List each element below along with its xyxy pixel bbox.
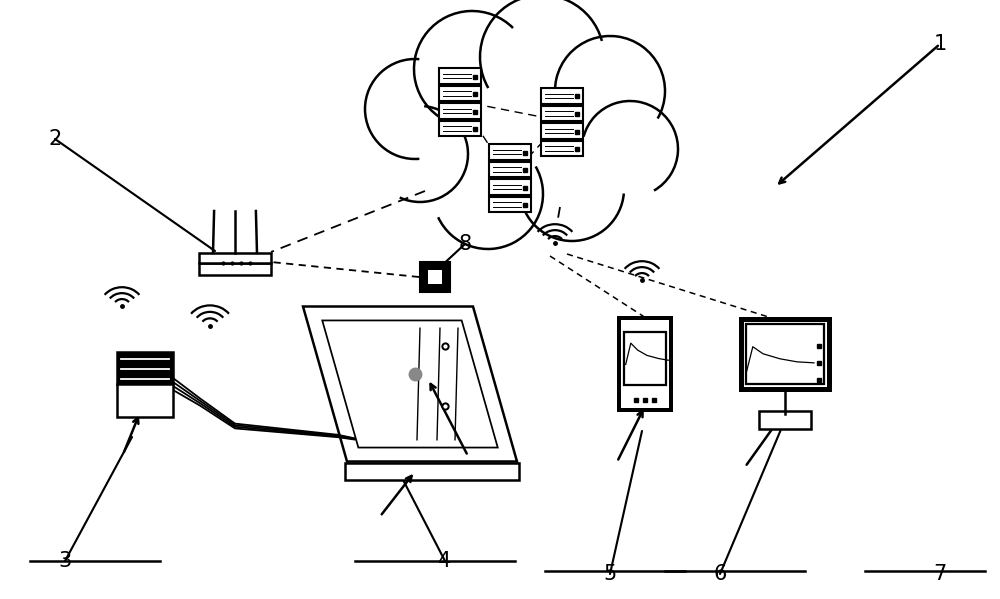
Bar [439, 121, 481, 136]
Text: 7: 7 [933, 564, 947, 584]
Bar [199, 253, 271, 263]
Bar [541, 123, 583, 138]
Bar [746, 324, 824, 384]
Bar [118, 352, 173, 384]
Bar [118, 384, 173, 416]
Bar [345, 462, 519, 480]
Bar [489, 197, 531, 212]
Text: 1: 1 [933, 34, 947, 54]
Bar [489, 144, 531, 159]
Bar [741, 319, 829, 389]
Bar [541, 141, 583, 156]
Text: 4: 4 [438, 551, 452, 571]
Bar [439, 104, 481, 119]
Bar [199, 263, 271, 275]
Text: 5: 5 [603, 564, 617, 584]
Bar [420, 262, 450, 292]
Bar [439, 68, 481, 83]
Text: 3: 3 [58, 551, 72, 571]
Bar [541, 106, 583, 121]
Text: 8: 8 [458, 234, 472, 254]
Bar [541, 89, 583, 104]
Bar [619, 318, 671, 410]
Bar [428, 270, 442, 284]
Text: 2: 2 [48, 129, 62, 149]
Text: 6: 6 [713, 564, 727, 584]
Bar [489, 162, 531, 177]
Bar [759, 411, 811, 429]
Bar [489, 180, 531, 195]
Bar [439, 86, 481, 101]
Bar [624, 332, 666, 385]
